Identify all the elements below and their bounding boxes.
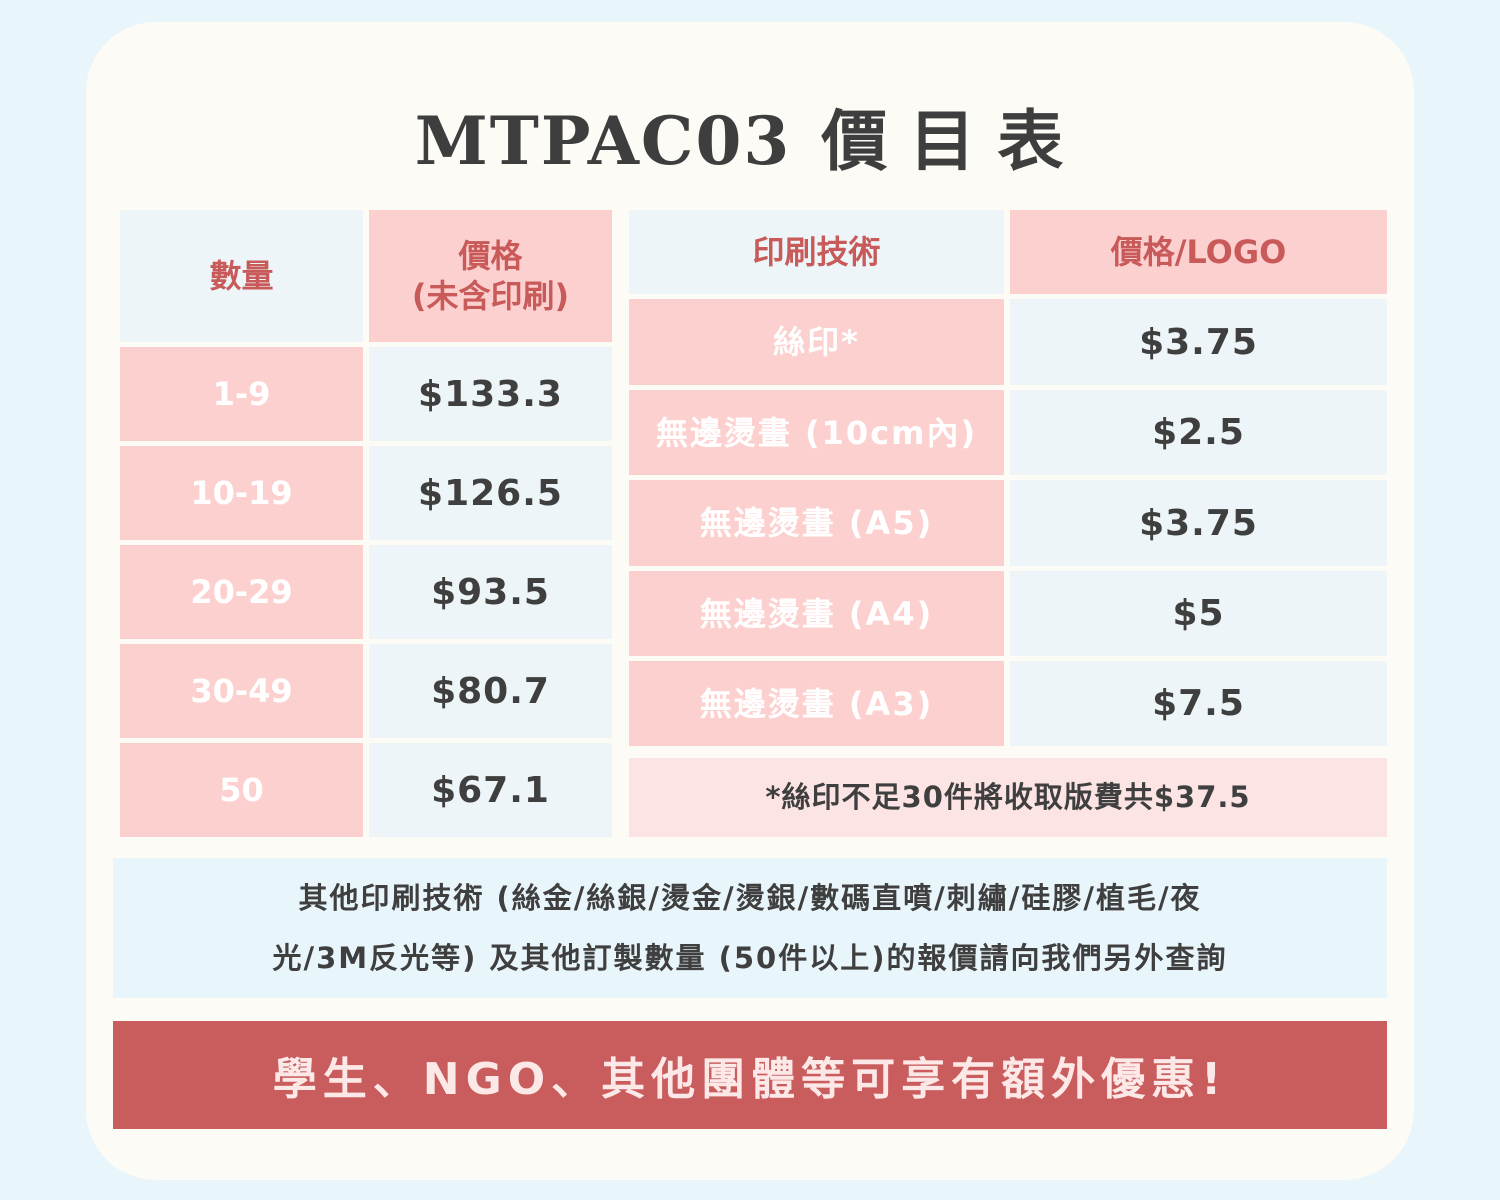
logo-price-cell: $5 — [1010, 571, 1387, 656]
tech-cell: 絲印* — [629, 299, 1004, 385]
tech-header-label: 印刷技術 — [752, 233, 881, 271]
title-label: 價目表 — [821, 102, 1086, 180]
tech-value: 無邊燙畫 (10cm內) — [655, 413, 978, 452]
page-title: MTPAC03 價目表 — [0, 88, 1500, 184]
qty-cell: 30-49 — [120, 644, 363, 738]
other-info-line1: 其他印刷技術 (絲金/絲銀/燙金/燙銀/數碼直噴/刺繡/硅膠/植毛/夜 — [298, 881, 1202, 915]
qty-value: 50 — [219, 771, 264, 809]
unit-price-value: $133.3 — [418, 373, 563, 415]
price-header-line2: (未含印刷) — [411, 277, 570, 315]
unit-price-cell: $67.1 — [369, 743, 612, 837]
tech-value: 無邊燙畫 (A4) — [699, 594, 934, 633]
other-info-line2: 光/3M反光等) 及其他訂製數量 (50件以上)的報價請向我們另外查詢 — [272, 941, 1228, 975]
price-header-line1: 價格 — [458, 237, 523, 275]
unit-price-value: $126.5 — [418, 472, 563, 514]
qty-value: 10-19 — [190, 474, 293, 512]
logo-price-header: 價格/LOGO — [1010, 210, 1387, 294]
price-header: 價格 (未含印刷) — [369, 210, 612, 342]
tech-value: 絲印* — [773, 323, 860, 361]
screen-print-note: *絲印不足30件將收取版費共$37.5 — [629, 758, 1387, 837]
tech-value: 無邊燙畫 (A3) — [699, 684, 934, 723]
unit-price-cell: $126.5 — [369, 446, 612, 540]
unit-price-value: $93.5 — [431, 571, 550, 613]
other-techniques-info: 其他印刷技術 (絲金/絲銀/燙金/燙銀/數碼直噴/刺繡/硅膠/植毛/夜 光/3M… — [113, 858, 1387, 998]
logo-price-value: $3.75 — [1139, 502, 1258, 544]
logo-price-cell: $7.5 — [1010, 661, 1387, 746]
qty-cell: 20-29 — [120, 545, 363, 639]
logo-price-value: $3.75 — [1139, 321, 1258, 363]
discount-banner-text: 學生、NGO、其他團體等可享有額外優惠! — [272, 1054, 1228, 1105]
tech-cell: 無邊燙畫 (A4) — [629, 571, 1004, 656]
qty-cell: 50 — [120, 743, 363, 837]
product-code: MTPAC03 — [414, 102, 792, 180]
tech-cell: 無邊燙畫 (A3) — [629, 661, 1004, 746]
qty-header-label: 數量 — [209, 257, 274, 295]
discount-banner: 學生、NGO、其他團體等可享有額外優惠! — [113, 1021, 1387, 1129]
tech-value: 無邊燙畫 (A5) — [699, 504, 934, 542]
tech-cell: 無邊燙畫 (A5) — [629, 480, 1004, 566]
tech-header: 印刷技術 — [629, 210, 1004, 294]
tech-cell: 無邊燙畫 (10cm內) — [629, 390, 1004, 475]
logo-price-value: $7.5 — [1152, 683, 1245, 724]
qty-cell: 10-19 — [120, 446, 363, 540]
logo-price-value: $2.5 — [1152, 412, 1245, 453]
unit-price-cell: $93.5 — [369, 545, 612, 639]
qty-value: 1-9 — [212, 375, 271, 413]
logo-price-cell: $2.5 — [1010, 390, 1387, 475]
logo-price-cell: $3.75 — [1010, 480, 1387, 566]
unit-price-value: $80.7 — [431, 670, 550, 712]
logo-price-cell: $3.75 — [1010, 299, 1387, 385]
qty-value: 30-49 — [190, 672, 293, 710]
qty-cell: 1-9 — [120, 347, 363, 441]
unit-price-value: $67.1 — [431, 769, 550, 811]
screen-print-note-text: *絲印不足30件將收取版費共$37.5 — [765, 780, 1251, 815]
logo-price-value: $5 — [1172, 593, 1225, 634]
unit-price-cell: $133.3 — [369, 347, 612, 441]
qty-value: 20-29 — [190, 573, 293, 611]
qty-header: 數量 — [120, 210, 363, 342]
unit-price-cell: $80.7 — [369, 644, 612, 738]
logo-price-header-label: 價格/LOGO — [1110, 233, 1287, 271]
